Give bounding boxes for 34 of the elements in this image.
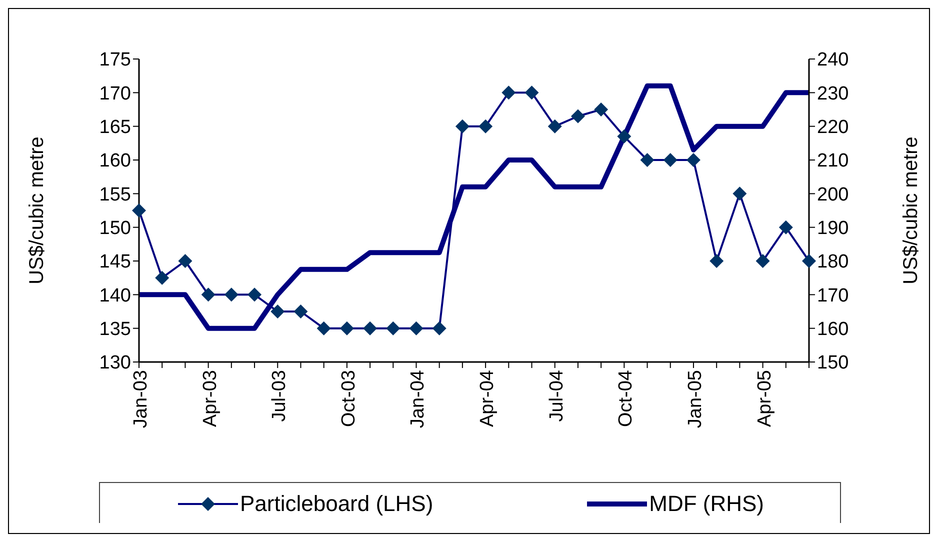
legend-label: MDF (RHS) [649, 491, 764, 517]
legend-label: Particleboard (LHS) [240, 491, 434, 517]
y-tick-label: 175 [99, 50, 131, 71]
x-tick-label: Jul-03 [269, 370, 290, 422]
x-tick-label: Jul-04 [546, 370, 568, 422]
y-tick-label: 145 [99, 252, 131, 273]
x-tick-label: Apr-03 [200, 370, 221, 428]
y-tick-label: 160 [99, 150, 131, 172]
y2-tick-label: 190 [817, 218, 849, 240]
y-tick-label: 155 [99, 184, 131, 206]
x-tick-label: Jan-05 [684, 370, 706, 428]
y2-tick-label: 210 [817, 150, 849, 172]
x-tick-label: Oct-03 [338, 370, 360, 428]
y2-tick-label: 230 [817, 83, 849, 104]
y-tick-label: 130 [99, 352, 131, 374]
x-tick-label: Apr-04 [477, 370, 498, 428]
x-tick-label: Oct-04 [616, 370, 637, 428]
y-tick-label: 135 [99, 319, 131, 340]
y2-tick-label: 220 [817, 117, 849, 138]
y2-tick-label: 160 [817, 319, 849, 340]
y2-tick-label: 170 [817, 285, 849, 306]
y-tick-label: 170 [99, 83, 131, 104]
x-tick-label: Jan-04 [408, 370, 429, 428]
y2-tick-label: 180 [817, 252, 849, 273]
x-tick-label: Jan-03 [130, 370, 152, 428]
y2-tick-label: 150 [817, 352, 849, 374]
y2-tick-label: 200 [817, 184, 849, 206]
x-tick-label: Apr-05 [754, 370, 776, 428]
y-tick-label: 165 [99, 117, 131, 138]
y-tick-label: 140 [99, 285, 131, 306]
y-axis-title: US$/cubic metre [26, 136, 48, 284]
y2-tick-label: 240 [817, 50, 849, 71]
y-tick-label: 150 [99, 218, 131, 240]
y2-axis-title: US$/cubic metre [900, 136, 922, 284]
